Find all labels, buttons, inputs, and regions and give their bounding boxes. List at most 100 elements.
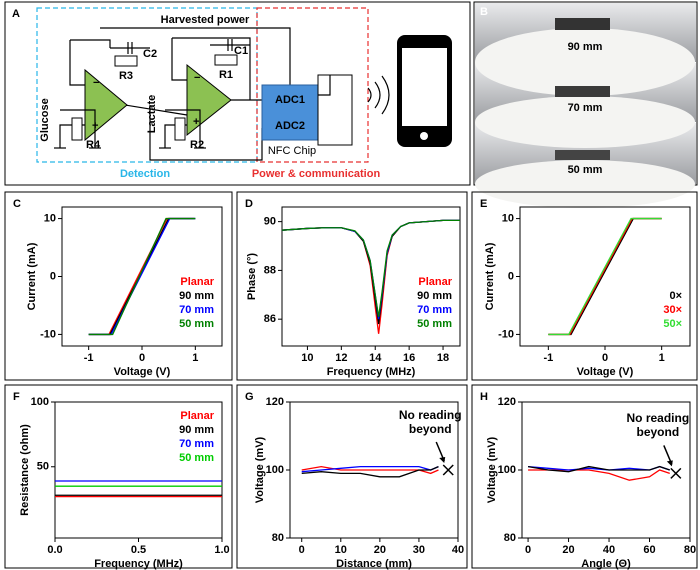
annotation: No reading beyond xyxy=(398,408,462,436)
photo-device xyxy=(555,18,610,30)
y-axis-label: Resistance (ohm) xyxy=(19,424,31,516)
plot-frame xyxy=(281,206,461,347)
wire xyxy=(60,109,96,148)
y-tick-label: 100 xyxy=(266,464,284,476)
panel-label: G xyxy=(245,391,254,403)
adc-label: ADC1 xyxy=(275,94,305,106)
resistor xyxy=(114,55,138,67)
x-axis-label: Distance (mm) xyxy=(336,558,412,570)
x-tick-label: 0.5 xyxy=(131,544,146,556)
legend-entry: 90 mm xyxy=(179,424,214,436)
op-amp xyxy=(186,63,232,137)
photo-dome xyxy=(475,28,695,96)
component-label: R4 xyxy=(86,139,101,151)
x-tick-label: -1 xyxy=(543,352,553,364)
y-tick-label: 100 xyxy=(498,464,516,476)
supply-label: Harvested power xyxy=(161,14,250,26)
wire xyxy=(318,75,331,96)
component-label: C1 xyxy=(234,45,248,57)
x-tick-label: 30 xyxy=(413,544,425,556)
legend-entry: 70 mm xyxy=(179,438,214,450)
data-line xyxy=(88,217,194,336)
x-tick-label: 10 xyxy=(301,352,313,364)
y-tick-label: -10 xyxy=(498,328,514,340)
panel-frame xyxy=(236,191,468,381)
x-tick-label: -1 xyxy=(84,352,94,364)
component-label: C2 xyxy=(143,48,157,60)
no-reading-marker xyxy=(670,467,682,479)
data-line xyxy=(548,217,662,336)
chip-label: NFC Chip xyxy=(268,145,316,157)
y-axis-label: Phase (°) xyxy=(246,253,258,301)
component-label: R3 xyxy=(119,70,133,82)
x-tick-label: 16 xyxy=(403,352,415,364)
legend-entry: 50× xyxy=(663,318,682,330)
x-tick-label: 0.0 xyxy=(47,544,62,556)
x-tick-label: 10 xyxy=(335,544,347,556)
adc-label: ADC2 xyxy=(275,120,305,132)
legend-entry: 50 mm xyxy=(417,318,452,330)
legend-entry: 70 mm xyxy=(179,304,214,316)
panel-label: D xyxy=(245,198,253,210)
data-line xyxy=(548,217,662,336)
y-axis-label: Current (mA) xyxy=(484,242,496,310)
panel-frame xyxy=(236,384,468,569)
photo-caption: 70 mm xyxy=(568,102,603,114)
legend-entry: 70 mm xyxy=(417,304,452,316)
y-axis-label: Current (mA) xyxy=(26,242,38,310)
panel-a: A Harvested power C2 R3 − + R4 Glucose C… xyxy=(4,1,471,186)
data-line xyxy=(528,469,670,481)
resistor xyxy=(174,117,186,141)
sensor-label: Lactate xyxy=(146,95,158,134)
x-tick-label: 0 xyxy=(299,544,305,556)
legend-entry: 50 mm xyxy=(179,318,214,330)
data-line xyxy=(527,465,670,473)
x-tick-label: 20 xyxy=(562,544,574,556)
x-tick-label: 1 xyxy=(659,352,665,364)
legend-entry: Planar xyxy=(180,410,214,422)
wire xyxy=(171,38,187,81)
x-tick-label: 20 xyxy=(374,544,386,556)
section-label: Power & communication xyxy=(252,168,381,180)
wire xyxy=(69,40,85,86)
x-tick-label: 0 xyxy=(602,352,608,364)
y-tick-label: 80 xyxy=(272,532,284,544)
data-line xyxy=(301,465,439,475)
panel-label: F xyxy=(13,391,20,403)
photo-caption: 90 mm xyxy=(568,41,603,53)
legend-entry: 90 mm xyxy=(179,290,214,302)
y-tick-label: 120 xyxy=(498,396,516,408)
x-axis-label: Voltage (V) xyxy=(577,366,634,378)
wire xyxy=(165,109,201,148)
section-label: Detection xyxy=(120,168,170,180)
phone-screen xyxy=(402,48,447,126)
legend-entry: 50 mm xyxy=(179,452,214,464)
component-label: R2 xyxy=(190,139,204,151)
y-tick-label: 80 xyxy=(504,532,516,544)
wire xyxy=(124,104,188,116)
x-axis-label: Frequency (MHz) xyxy=(94,558,183,570)
x-tick-label: 14 xyxy=(369,352,382,364)
panel-b: B 90 mm 70 mm 50 mm xyxy=(473,1,698,208)
data-line xyxy=(301,466,439,478)
legend-entry: 30× xyxy=(663,304,682,316)
wire xyxy=(172,37,251,100)
legend-entry: Planar xyxy=(180,276,214,288)
wire xyxy=(149,105,263,161)
op-amp-sign: + xyxy=(193,116,199,128)
annotation: No reading beyond xyxy=(626,411,690,440)
photo-device xyxy=(555,86,610,97)
nfc-box xyxy=(317,74,353,146)
y-tick-label: 90 xyxy=(264,216,276,228)
y-tick-label: 10 xyxy=(44,212,56,224)
photo-caption: 50 mm xyxy=(568,164,603,176)
photo-dome xyxy=(475,96,695,148)
panel-frame xyxy=(471,191,698,381)
resistor xyxy=(71,117,83,141)
op-amp-sign: − xyxy=(194,72,200,84)
panel-label: H xyxy=(480,391,488,403)
legend-entry: 90 mm xyxy=(417,290,452,302)
panel-label: C xyxy=(13,198,21,210)
phone-button xyxy=(420,132,428,140)
